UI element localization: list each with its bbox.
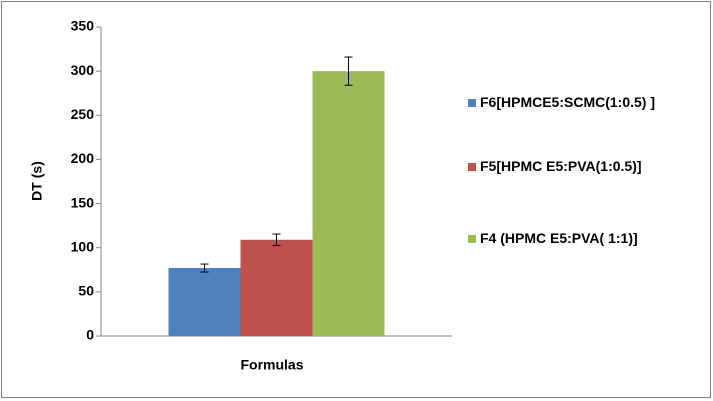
y-axis-label: DT (s): [29, 161, 45, 201]
legend-label: F5[HPMC E5:PVA(1:0.5)]: [480, 158, 642, 174]
legend-entry: F6[HPMCE5:SCMC(1:0.5) ]: [468, 93, 700, 112]
y-tick-label: 100: [71, 238, 95, 254]
legend-entry: F4 (HPMC E5:PVA( 1:1)]: [468, 229, 700, 248]
x-axis-label: Formulas: [240, 357, 303, 373]
y-tick-label: 150: [71, 194, 95, 210]
bar: [312, 71, 385, 337]
y-tick-label: 50: [78, 283, 94, 299]
error-bar: [200, 263, 209, 273]
legend-label: F6[HPMCE5:SCMC(1:0.5) ]: [480, 94, 656, 110]
bar: [240, 239, 313, 336]
legend-swatch: [468, 163, 476, 171]
bar: [168, 268, 241, 336]
error-bar: [272, 233, 281, 247]
y-tick-label: 250: [71, 106, 95, 122]
legend-entry: F5[HPMC E5:PVA(1:0.5)]: [468, 157, 700, 176]
y-tick-label: 200: [71, 150, 95, 166]
y-tick-label: 350: [71, 18, 95, 34]
y-tick-label: 300: [71, 62, 95, 78]
error-bar: [344, 56, 353, 86]
legend-swatch: [468, 235, 476, 243]
legend-label: F4 (HPMC E5:PVA( 1:1)]: [480, 230, 638, 246]
legend-swatch: [468, 99, 476, 107]
y-tick-label: 0: [86, 327, 94, 343]
